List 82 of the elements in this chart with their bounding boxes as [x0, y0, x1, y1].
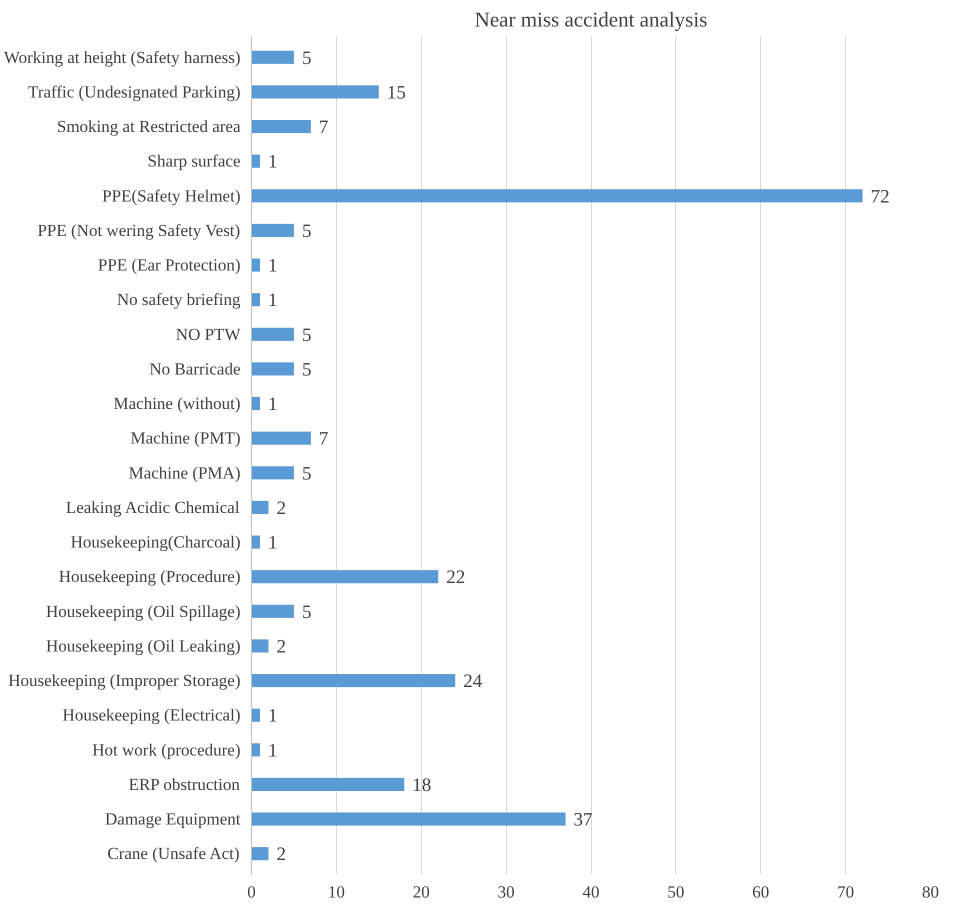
- bar: [252, 189, 863, 202]
- data-label: 5: [302, 220, 312, 242]
- x-tick-label: 0: [247, 882, 256, 902]
- bar: [252, 847, 268, 860]
- data-label: 1: [268, 706, 278, 727]
- y-tick-label: No Barricade: [149, 359, 240, 378]
- data-label: 37: [574, 810, 593, 831]
- bar: [252, 293, 260, 306]
- x-tick-label: 80: [922, 882, 939, 902]
- y-tick-label: Housekeeping (Improper Storage): [8, 671, 241, 690]
- x-tick-label: 50: [667, 882, 684, 902]
- data-label: 18: [412, 774, 432, 796]
- y-tick-label: Machine (without): [114, 394, 241, 414]
- bar: [252, 50, 294, 64]
- data-label: 72: [870, 186, 890, 208]
- x-tick-label: 30: [498, 882, 515, 902]
- y-tick-label: Leaking Acidic Chemical: [66, 498, 240, 517]
- bar: [252, 362, 294, 376]
- bar: [252, 432, 311, 445]
- data-label: 22: [446, 567, 466, 588]
- y-tick-label: Housekeeping (Oil Spillage): [46, 602, 241, 621]
- x-tick-label: 20: [412, 882, 430, 902]
- y-tick-label: Housekeeping (Oil Leaking): [46, 636, 241, 656]
- data-label: 1: [268, 532, 278, 554]
- data-label: 24: [463, 671, 483, 692]
- bar: [252, 708, 260, 722]
- y-tick-label: PPE (Ear Protection): [98, 256, 241, 275]
- bar: [252, 778, 404, 792]
- bar: [252, 120, 311, 134]
- data-label: 2: [276, 636, 286, 658]
- data-label: 1: [268, 740, 278, 762]
- data-label: 5: [302, 324, 312, 346]
- bar: [252, 328, 294, 341]
- y-tick-label: NO PTW: [176, 324, 242, 344]
- y-tick-label: Crane (Unsafe Act): [107, 844, 240, 864]
- data-label: 2: [276, 844, 286, 866]
- bar: [252, 812, 566, 826]
- data-label: 1: [268, 256, 278, 277]
- data-label: 5: [302, 359, 312, 380]
- chart-title: Near miss accident analysis: [474, 8, 708, 32]
- y-tick-label: Sharp surface: [148, 152, 241, 171]
- bar: [252, 466, 294, 480]
- data-label: 15: [386, 82, 406, 104]
- y-tick-label: Hot work (procedure): [92, 740, 240, 760]
- data-label: 5: [302, 463, 312, 484]
- x-tick-label: 70: [837, 882, 854, 902]
- x-tick-label: 40: [582, 882, 600, 902]
- data-label: 7: [318, 117, 328, 138]
- bar: [252, 570, 438, 584]
- data-label: 1: [268, 290, 278, 312]
- bar: [252, 500, 268, 514]
- y-tick-label: Machine (PMT): [130, 428, 241, 448]
- bar: [252, 639, 268, 653]
- data-label: 1: [268, 152, 278, 173]
- y-tick-label: Housekeeping (Electrical): [62, 706, 241, 725]
- bar: [252, 743, 260, 756]
- bar: [252, 396, 260, 410]
- y-tick-label: Housekeeping (Procedure): [58, 567, 241, 586]
- bar: [252, 535, 260, 549]
- y-tick-label: PPE (Not wering Safety Vest): [37, 220, 240, 240]
- y-tick-label: Damage Equipment: [105, 810, 241, 829]
- y-tick-label: ERP obstruction: [128, 774, 240, 794]
- y-tick-label: Traffic (Undesignated Parking): [28, 82, 241, 102]
- bar: [252, 604, 294, 618]
- data-label: 1: [268, 394, 278, 416]
- bar: [252, 258, 260, 272]
- data-label: 5: [302, 602, 312, 623]
- y-tick-label: Housekeeping(Charcoal): [70, 532, 241, 552]
- y-tick-label: Machine (PMA): [128, 463, 241, 482]
- bar: [252, 674, 456, 688]
- data-label: 2: [276, 498, 286, 519]
- x-tick-label: 60: [752, 882, 770, 902]
- bar: [252, 154, 260, 168]
- data-label: 7: [318, 428, 328, 450]
- y-tick-label: No safety briefing: [116, 290, 241, 310]
- data-label: 5: [302, 48, 312, 69]
- y-tick-label: PPE(Safety Helmet): [102, 186, 241, 206]
- y-tick-label: Smoking at Restricted area: [56, 117, 241, 136]
- bar: [252, 85, 379, 98]
- y-tick-label: Working at height (Safety harness): [4, 48, 241, 67]
- x-tick-label: 10: [328, 882, 345, 902]
- bar: [252, 224, 294, 237]
